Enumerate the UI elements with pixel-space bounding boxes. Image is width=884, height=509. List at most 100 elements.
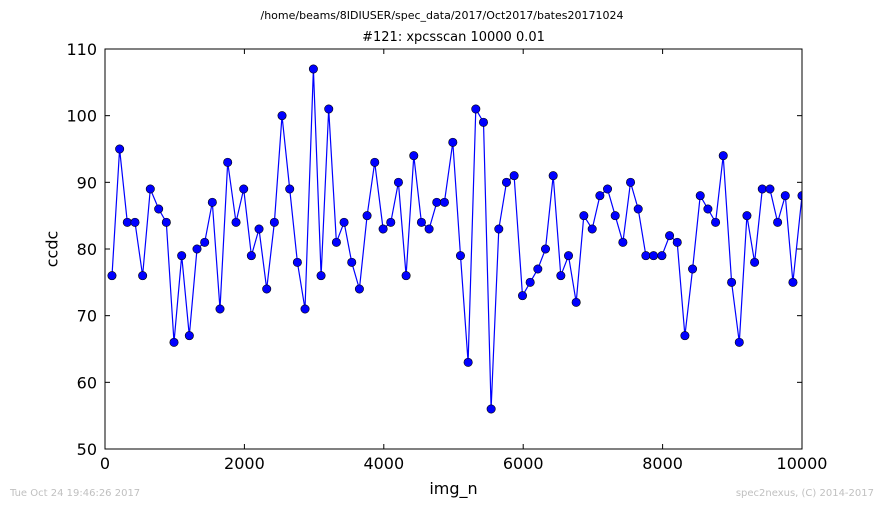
data-point	[471, 104, 481, 114]
data-point	[439, 197, 449, 207]
data-point	[595, 191, 605, 201]
data-point	[773, 217, 783, 227]
data-point	[200, 237, 210, 247]
data-point	[122, 217, 132, 227]
chart-title: #121: xpcsscan 10000 0.01	[362, 30, 545, 45]
data-point	[246, 251, 256, 261]
data-point	[757, 184, 767, 194]
x-axis-label: img_n	[429, 479, 478, 498]
data-point	[401, 271, 411, 281]
data-point	[215, 304, 225, 314]
y-tick-label: 60	[77, 373, 97, 392]
x-tick-label: 4000	[363, 454, 404, 473]
data-point	[603, 184, 613, 194]
data-point	[354, 284, 364, 294]
data-point	[688, 264, 698, 274]
data-point	[184, 331, 194, 341]
data-point	[711, 217, 721, 227]
data-point	[478, 117, 488, 127]
y-axis-label: ccdc	[42, 230, 62, 268]
data-point	[370, 157, 380, 167]
data-point	[107, 271, 117, 281]
data-point	[610, 211, 620, 221]
data-point	[533, 264, 543, 274]
data-point	[277, 111, 287, 121]
data-point	[285, 184, 295, 194]
data-point	[703, 204, 713, 214]
data-point	[416, 217, 426, 227]
data-point	[231, 217, 241, 227]
data-point	[138, 271, 148, 281]
data-point	[571, 297, 581, 307]
credit-footer: spec2nexus, (C) 2014-2017	[735, 488, 874, 499]
data-point	[169, 337, 179, 347]
data-point	[564, 251, 574, 261]
data-point	[727, 277, 737, 287]
data-point	[154, 204, 164, 214]
data-point	[587, 224, 597, 234]
data-point	[750, 257, 760, 267]
data-point	[161, 217, 171, 227]
data-point	[448, 137, 458, 147]
data-point	[145, 184, 155, 194]
y-tick-label: 90	[77, 173, 97, 192]
data-point	[331, 237, 341, 247]
data-point	[192, 244, 202, 254]
data-point	[316, 271, 326, 281]
data-point	[579, 211, 589, 221]
data-point	[618, 237, 628, 247]
data-point	[695, 191, 705, 201]
data-point	[339, 217, 349, 227]
y-tick-label: 80	[77, 240, 97, 259]
data-point	[788, 277, 798, 287]
y-tick-label: 110	[66, 40, 97, 59]
x-tick-label: 0	[100, 454, 110, 473]
data-point	[324, 104, 334, 114]
data-point	[541, 244, 551, 254]
x-tick-label: 2000	[224, 454, 265, 473]
plot-frame	[104, 48, 803, 450]
x-tick-label: 10000	[777, 454, 828, 473]
data-point	[300, 304, 310, 314]
data-point	[649, 251, 659, 261]
x-tick-label: 6000	[503, 454, 544, 473]
data-point	[130, 217, 140, 227]
data-point	[432, 197, 442, 207]
data-point	[518, 291, 528, 301]
data-point	[463, 357, 473, 367]
data-point	[626, 177, 636, 187]
data-point	[308, 64, 318, 74]
data-point	[207, 197, 217, 207]
data-point	[765, 184, 775, 194]
series-line	[111, 68, 802, 410]
data-point	[378, 224, 388, 234]
data-point	[292, 257, 302, 267]
data-point	[672, 237, 682, 247]
data-point	[633, 204, 643, 214]
data-point	[486, 404, 496, 414]
data-point	[556, 271, 566, 281]
y-tick-label: 50	[77, 440, 97, 459]
data-point	[239, 184, 249, 194]
y-tick-label: 100	[66, 107, 97, 126]
data-point	[665, 231, 675, 241]
data-point	[177, 251, 187, 261]
data-point	[223, 157, 233, 167]
data-point	[386, 217, 396, 227]
data-point	[269, 217, 279, 227]
data-point	[509, 171, 519, 181]
data-point	[393, 177, 403, 187]
data-point	[501, 177, 511, 187]
data-point	[262, 284, 272, 294]
data-point	[641, 251, 651, 261]
data-point	[680, 331, 690, 341]
data-point	[254, 224, 264, 234]
data-point	[742, 211, 752, 221]
data-point	[657, 251, 667, 261]
data-point	[424, 224, 434, 234]
data-point	[362, 211, 372, 221]
data-point	[115, 144, 125, 154]
data-point	[494, 224, 504, 234]
data-point	[347, 257, 357, 267]
